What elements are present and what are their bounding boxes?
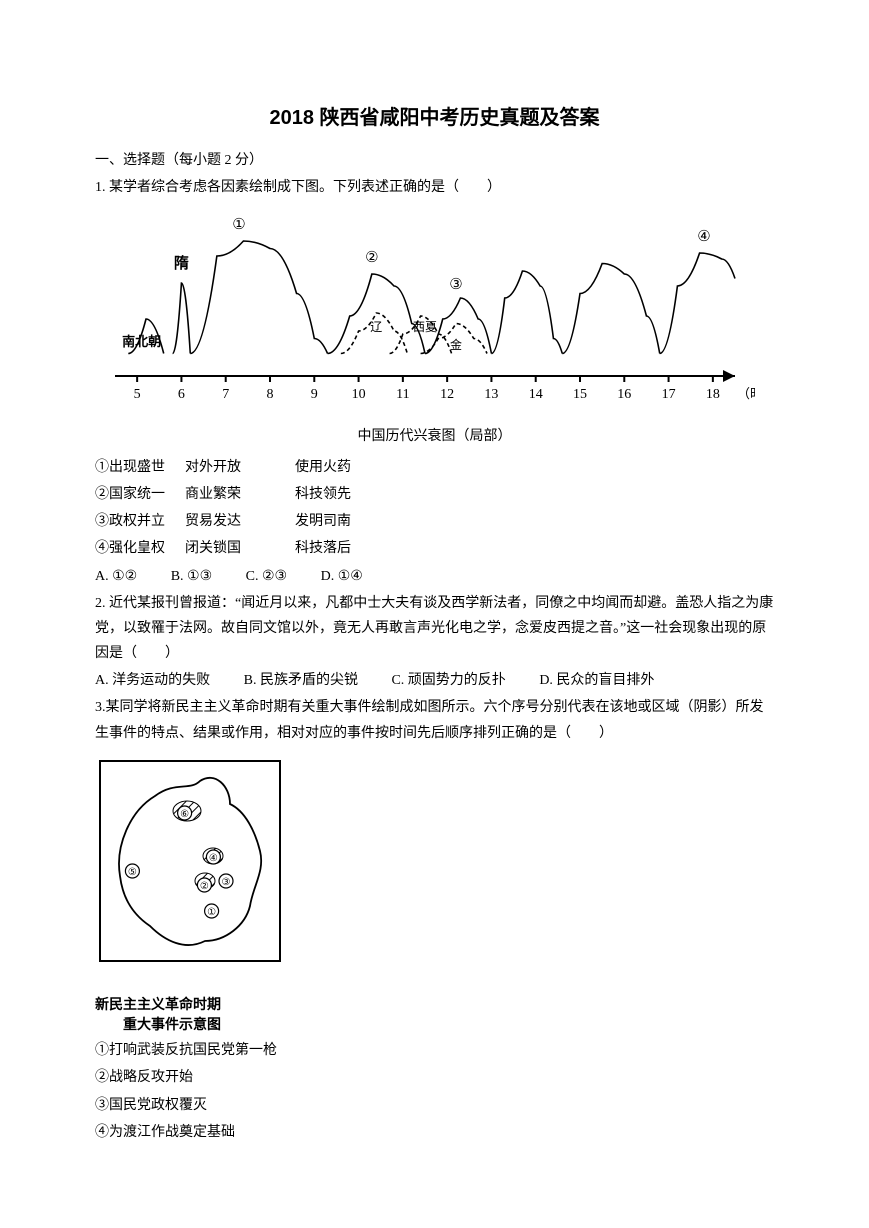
q3-map-caption-1: 新民主主义革命时期 xyxy=(95,995,774,1015)
svg-text:④: ④ xyxy=(209,853,218,864)
svg-text:隋: 隋 xyxy=(174,254,189,272)
svg-text:辽: 辽 xyxy=(370,320,382,334)
q3-map-caption-2: 重大事件示意图 xyxy=(95,1015,774,1035)
svg-text:③: ③ xyxy=(222,877,231,888)
svg-text:9: 9 xyxy=(311,387,318,402)
svg-text:⑥: ⑥ xyxy=(180,809,189,820)
q3-list-item: ②战略反攻开始 xyxy=(95,1065,774,1090)
q2-choice-b: B. 民族矛盾的尖锐 xyxy=(244,668,358,693)
q3-list-item: ④为渡江作战奠定基础 xyxy=(95,1120,774,1145)
q2-choice-a: A. 洋务运动的失败 xyxy=(95,668,210,693)
svg-text:②: ② xyxy=(200,881,209,892)
q2-stem: 2. 近代某报刊曾报道：“闻近月以来，凡都中士大夫有谈及西学新法者，同僚之中均闻… xyxy=(95,591,774,667)
q1-chart: 5 6 7 8 9 10 11 12 13 14 15 16 17 18 （时间：世纪） 南北朝 隋 ① ② ③ ④ 辽 西… xyxy=(95,206,774,448)
q2-choice-d: D. 民众的盲目排外 xyxy=(539,668,654,693)
q1-row: ②国家统一商业繁荣科技领先 xyxy=(95,482,774,507)
svg-text:金: 金 xyxy=(450,337,462,352)
svg-text:7: 7 xyxy=(222,387,229,402)
q1-choice-d: D. ①④ xyxy=(321,564,363,589)
svg-text:④: ④ xyxy=(697,229,710,245)
svg-text:17: 17 xyxy=(662,387,676,402)
q1-row-tag: ①出现盛世 xyxy=(95,455,185,480)
svg-text:12: 12 xyxy=(440,387,454,402)
q1-row-c2: 科技领先 xyxy=(295,482,405,507)
svg-text:10: 10 xyxy=(352,387,366,402)
svg-text:16: 16 xyxy=(617,387,631,402)
q3-map: ① ② ③ ④ ⑤ ⑥ 新民主主义革命时期 重大事件示意图 xyxy=(95,756,774,1034)
svg-text:8: 8 xyxy=(267,387,274,402)
q2-choices: A. 洋务运动的失败 B. 民族矛盾的尖锐 C. 顽固势力的反扑 D. 民众的盲… xyxy=(95,668,774,693)
svg-text:5: 5 xyxy=(134,387,141,402)
q2-choice-c: C. 顽固势力的反扑 xyxy=(391,668,505,693)
q1-choice-b: B. ①③ xyxy=(171,564,212,589)
svg-text:②: ② xyxy=(365,250,378,266)
svg-text:⑤: ⑤ xyxy=(128,867,137,878)
svg-text:15: 15 xyxy=(573,387,587,402)
q1-chart-caption: 中国历代兴衰图（局部） xyxy=(95,424,774,449)
q1-row-c2: 使用火药 xyxy=(295,455,405,480)
svg-text:13: 13 xyxy=(484,387,498,402)
svg-text:①: ① xyxy=(207,907,216,918)
svg-text:6: 6 xyxy=(178,387,185,402)
q1-row-c2: 科技落后 xyxy=(295,536,405,561)
china-map-svg: ① ② ③ ④ ⑤ ⑥ xyxy=(95,756,285,986)
section-heading: 一、选择题（每小题 2 分） xyxy=(95,148,774,173)
q1-row: ③政权并立贸易发达发明司南 xyxy=(95,509,774,534)
svg-text:（时间：世纪）: （时间：世纪） xyxy=(737,386,755,401)
svg-text:14: 14 xyxy=(529,387,543,402)
q1-row-c1: 对外开放 xyxy=(185,455,295,480)
page-title: 2018 陕西省咸阳中考历史真题及答案 xyxy=(95,100,774,136)
q1-row-c1: 闭关锁国 xyxy=(185,536,295,561)
q1-choices: A. ①② B. ①③ C. ②③ D. ①④ xyxy=(95,564,774,589)
svg-text:③: ③ xyxy=(449,277,462,293)
q1-row-tag: ④强化皇权 xyxy=(95,536,185,561)
q1-row-tag: ②国家统一 xyxy=(95,482,185,507)
q1-row-tag: ③政权并立 xyxy=(95,509,185,534)
q1-row: ④强化皇权闭关锁国科技落后 xyxy=(95,536,774,561)
q1-row-c1: 贸易发达 xyxy=(185,509,295,534)
q3-list-item: ③国民党政权覆灭 xyxy=(95,1093,774,1118)
q1-row: ①出现盛世对外开放使用火药 xyxy=(95,455,774,480)
q1-option-rows: ①出现盛世对外开放使用火药②国家统一商业繁荣科技领先③政权并立贸易发达发明司南④… xyxy=(95,455,774,562)
q3-item-list: ①打响武装反抗国民党第一枪②战略反攻开始 ③国民党政权覆灭④为渡江作战奠定基础 xyxy=(95,1038,774,1145)
q3-list-item: ①打响武装反抗国民党第一枪 xyxy=(95,1038,774,1063)
svg-text:11: 11 xyxy=(396,387,409,402)
q1-stem: 1. 某学者综合考虑各因素绘制成下图。下列表述正确的是（ ） xyxy=(95,175,774,200)
q1-choice-a: A. ①② xyxy=(95,564,137,589)
q3-stem: 3.某同学将新民主主义革命时期有关重大事件绘制成如图所示。六个序号分别代表在该地… xyxy=(95,695,774,745)
dynasty-chart-svg: 5 6 7 8 9 10 11 12 13 14 15 16 17 18 （时间：世纪） 南北朝 隋 ① ② ③ ④ 辽 西… xyxy=(95,206,755,416)
svg-text:南北朝: 南北朝 xyxy=(122,334,161,349)
q1-row-c1: 商业繁荣 xyxy=(185,482,295,507)
svg-text:18: 18 xyxy=(706,387,720,402)
q1-row-c2: 发明司南 xyxy=(295,509,405,534)
svg-text:西夏: 西夏 xyxy=(413,320,437,334)
svg-text:①: ① xyxy=(232,217,245,233)
q1-choice-c: C. ②③ xyxy=(246,564,287,589)
